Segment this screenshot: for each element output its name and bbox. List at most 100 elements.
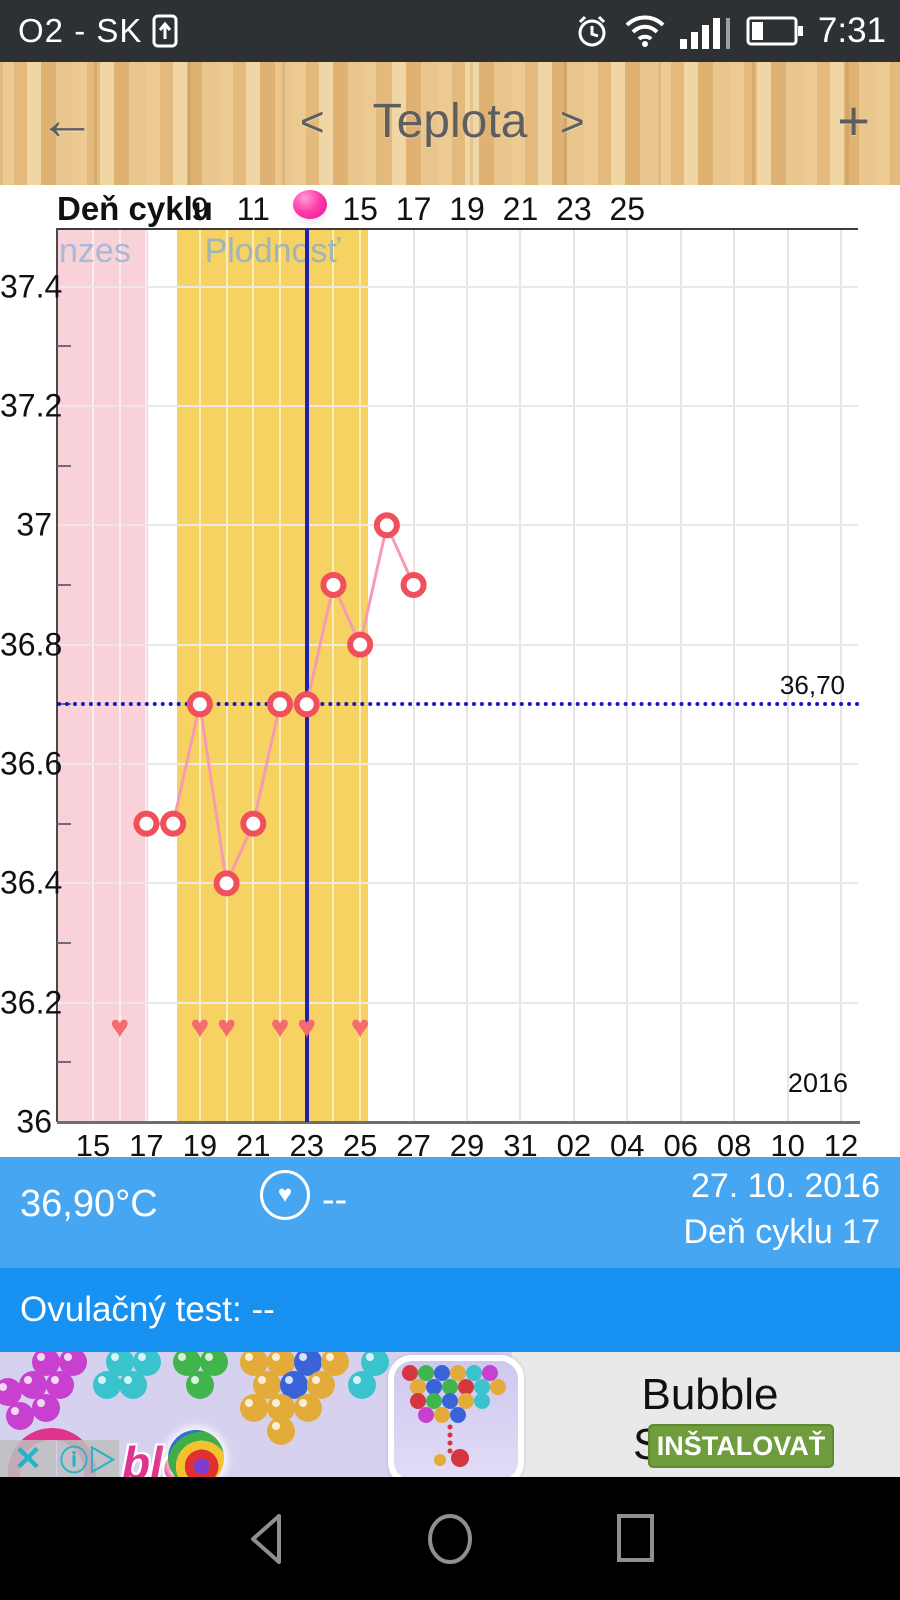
intercourse-value: -- xyxy=(322,1179,348,1221)
y-axis-line xyxy=(56,228,58,1122)
y-axis-label: 36 xyxy=(16,1103,52,1140)
intercourse-heart-icon: ♥ xyxy=(110,1008,130,1045)
recents-icon[interactable] xyxy=(608,1511,664,1567)
ovulation-test-bar: Ovulačný test: -- xyxy=(0,1268,900,1352)
intercourse-heart-icon: ♥ xyxy=(350,1008,370,1045)
y-axis-label: 36.6 xyxy=(0,745,63,782)
selected-date: 27. 10. 2016 xyxy=(690,1167,880,1205)
selected-day-line xyxy=(304,228,309,1122)
y-axis-label: 36.4 xyxy=(0,864,63,901)
grid-line-vertical xyxy=(359,228,362,1122)
cycle-day-number: 19 xyxy=(449,191,485,227)
cycle-day-number: 25 xyxy=(609,191,646,227)
ad-close-icon[interactable]: ✕ xyxy=(0,1440,56,1477)
grid-line-vertical xyxy=(198,228,201,1122)
cycle-day-row-label: Deň cyklu xyxy=(57,190,213,227)
signal-icon xyxy=(679,18,730,49)
grid-line-horizontal xyxy=(57,762,858,765)
grid-line-vertical xyxy=(145,228,148,1122)
selected-cycle-day: Deň cyklu 17 xyxy=(683,1213,880,1251)
fertility-band-label: Plodnosť xyxy=(204,232,341,270)
cycle-day-number: 17 xyxy=(395,191,432,227)
grid-line-horizontal xyxy=(57,643,858,646)
cycle-day-number: 21 xyxy=(502,191,539,227)
prev-chart-button[interactable]: < xyxy=(300,98,325,145)
menses-band xyxy=(57,228,149,1122)
y-axis-minor-tick xyxy=(57,822,71,825)
adchoices-icon[interactable]: ⓘ▷ xyxy=(57,1440,119,1477)
grid-line-vertical xyxy=(412,228,415,1122)
y-axis-label: 37.4 xyxy=(0,268,63,305)
y-axis-minor-tick xyxy=(57,345,71,348)
day-info-bar: 36,90°C ♥ -- 27. 10. 2016 Deň cyklu 17 xyxy=(0,1157,900,1268)
back-icon[interactable] xyxy=(243,1511,299,1567)
ad-banner[interactable]: ✕ ⓘ▷ ble Bubble Shooter INŠTALOVAŤ xyxy=(0,1352,900,1486)
y-axis-minor-tick xyxy=(57,464,71,467)
fertility-band xyxy=(176,228,368,1122)
temperature-value: 36,90°C xyxy=(20,1183,158,1225)
grid-line-vertical xyxy=(840,228,843,1122)
battery-icon xyxy=(746,16,803,46)
intercourse-heart-icon: ♥ xyxy=(270,1008,290,1045)
coverline xyxy=(57,702,860,707)
intercourse-heart-icon: ♥ xyxy=(297,1008,317,1045)
cycle-day-row: Deň cyklu 9 11 15 17 19 21 23 25 xyxy=(0,185,900,228)
wifi-icon xyxy=(625,15,665,47)
install-button[interactable]: INŠTALOVAŤ xyxy=(648,1424,834,1468)
rainbow-ball-decoration xyxy=(168,1430,224,1477)
app-icon-bubbles-decoration xyxy=(402,1365,506,1467)
carrier-label: O2 - SK xyxy=(18,12,143,49)
ad-bubbles-decoration xyxy=(0,1352,389,1445)
add-entry-button[interactable]: + xyxy=(837,89,870,152)
back-arrow-button[interactable]: ← xyxy=(38,87,96,152)
bubble-shooter-app-icon[interactable] xyxy=(388,1355,524,1486)
y-axis-minor-tick xyxy=(57,941,71,944)
x-axis-line xyxy=(57,1121,860,1124)
grid-line-vertical xyxy=(733,228,736,1122)
cycle-day-number: 11 xyxy=(236,191,270,227)
y-axis-label: 36.8 xyxy=(0,626,63,663)
grid-line-vertical xyxy=(92,228,94,1122)
y-axis-minor-tick xyxy=(57,1061,71,1064)
ovulation-marker-dot xyxy=(292,190,327,219)
alarm-icon xyxy=(578,15,606,47)
status-bar: O2 - SK xyxy=(0,0,900,62)
grid-line-vertical xyxy=(279,228,281,1122)
grid-line-horizontal xyxy=(57,524,858,527)
grid-line-vertical xyxy=(519,228,522,1122)
intercourse-heart-icon: ♥ xyxy=(190,1008,210,1045)
next-chart-button[interactable]: > xyxy=(560,98,585,145)
grid-line-vertical xyxy=(225,228,228,1122)
grid-line-vertical xyxy=(572,228,575,1122)
cycle-day-number: 9 xyxy=(190,191,209,227)
y-axis-minor-tick xyxy=(57,583,71,586)
year-label: 2016 xyxy=(787,1068,848,1098)
clock-label: 7:31 xyxy=(817,11,886,50)
grid-line-horizontal xyxy=(57,404,858,407)
home-icon[interactable] xyxy=(422,1511,478,1567)
grid-line-vertical xyxy=(626,228,629,1122)
menses-band-label: nzes xyxy=(59,232,131,270)
grid-line-vertical xyxy=(252,228,255,1122)
y-axis-label: 37 xyxy=(16,506,52,543)
grid-line-vertical xyxy=(786,228,789,1122)
grid-line-horizontal xyxy=(57,1001,858,1004)
android-nav-bar xyxy=(0,1477,900,1600)
temperature-chart[interactable]: nzes Plodnosť 36,70 ♥ ♥ ♥ ♥ ♥ ♥ 36 36.2 36.4 36.6 36.… xyxy=(0,228,900,1163)
grid-line-vertical xyxy=(466,228,468,1122)
app-header: ← < Teplota > + xyxy=(0,62,900,187)
ovulation-test-value: Ovulačný test: -- xyxy=(20,1290,275,1329)
y-axis-label: 37.2 xyxy=(0,387,63,424)
grid-line-horizontal xyxy=(57,882,858,885)
intercourse-heart-icon: ♥ xyxy=(217,1008,237,1045)
chart-top-border xyxy=(57,228,858,230)
upload-icon xyxy=(152,14,178,48)
cycle-day-number: 23 xyxy=(556,191,592,227)
grid-line-vertical xyxy=(679,228,682,1122)
grid-line-vertical xyxy=(332,228,335,1122)
grid-line-vertical xyxy=(118,228,121,1122)
heart-circle-icon: ♥ xyxy=(260,1170,310,1220)
y-axis-label: 36.2 xyxy=(0,984,63,1021)
coverline-value-label: 36,70 xyxy=(779,670,845,701)
